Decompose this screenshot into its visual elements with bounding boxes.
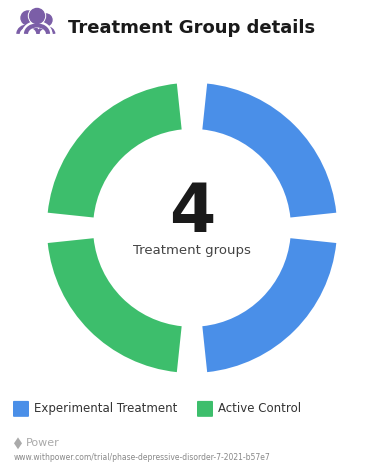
Polygon shape (14, 438, 22, 449)
Wedge shape (48, 84, 182, 218)
FancyBboxPatch shape (13, 401, 29, 417)
Wedge shape (202, 84, 336, 218)
Text: 4: 4 (169, 180, 215, 246)
FancyBboxPatch shape (197, 401, 213, 417)
Text: Treatment Group details: Treatment Group details (68, 19, 315, 37)
Circle shape (40, 14, 52, 26)
Circle shape (30, 8, 45, 23)
Text: Treatment groups: Treatment groups (133, 245, 251, 258)
Circle shape (21, 11, 35, 25)
Text: Power: Power (26, 438, 60, 448)
Wedge shape (48, 238, 182, 372)
Wedge shape (202, 238, 336, 372)
Circle shape (28, 7, 45, 24)
Text: Experimental Treatment: Experimental Treatment (34, 402, 177, 415)
Text: Active Control: Active Control (218, 402, 301, 415)
Text: www.withpower.com/trial/phase-depressive-disorder-7-2021-b57e7: www.withpower.com/trial/phase-depressive… (14, 452, 271, 462)
